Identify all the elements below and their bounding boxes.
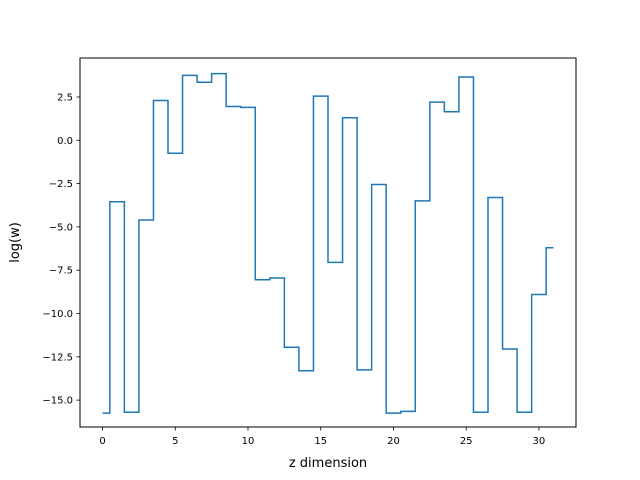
x-tick-label: 0: [99, 436, 105, 447]
x-tick-label: 30: [533, 436, 546, 447]
y-tick-label: −10.0: [42, 309, 73, 320]
series-line-0: [102, 72, 554, 414]
x-axis-label: z dimension: [289, 456, 367, 471]
x-tick-label: 5: [172, 436, 178, 447]
x-tick-label: 20: [387, 436, 400, 447]
y-tick-label: −15.0: [42, 396, 73, 407]
y-tick-label: −12.5: [42, 352, 73, 363]
x-tick-label: 15: [314, 436, 327, 447]
x-tick-label: 25: [460, 436, 473, 447]
y-tick-label: −7.5: [49, 266, 73, 277]
y-tick-label: 0.0: [57, 136, 73, 147]
y-tick-label: −2.5: [49, 179, 73, 190]
x-tick-label: 10: [242, 436, 255, 447]
y-tick-label: 2.5: [57, 92, 73, 103]
x-axis-ticks: 0 5 10 15 20 25 30: [99, 427, 545, 447]
y-axis-ticks: −15.0 −12.5 −10.0 −7.5 −5.0 −2.5 0.0 2.5: [42, 92, 80, 407]
y-tick-label: −5.0: [49, 222, 73, 233]
plot-frame: [79, 57, 577, 428]
y-axis-label: log(w): [8, 222, 23, 263]
series-layer: [102, 72, 554, 414]
